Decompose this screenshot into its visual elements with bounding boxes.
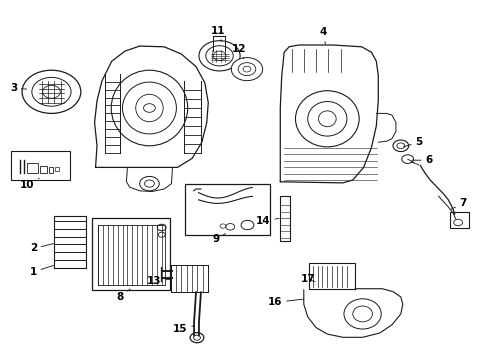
Circle shape <box>199 41 240 71</box>
Bar <box>185 184 270 235</box>
Text: 13: 13 <box>147 276 171 286</box>
Text: 17: 17 <box>300 274 315 284</box>
Bar <box>11 151 70 180</box>
Circle shape <box>231 58 263 81</box>
Text: 14: 14 <box>256 216 279 226</box>
Bar <box>40 166 47 173</box>
Ellipse shape <box>111 70 188 146</box>
Text: 12: 12 <box>232 44 246 59</box>
Ellipse shape <box>344 299 381 329</box>
Text: 7: 7 <box>451 198 467 210</box>
Circle shape <box>22 70 81 113</box>
Text: 6: 6 <box>412 155 432 165</box>
Bar <box>309 263 355 289</box>
Text: 5: 5 <box>403 137 422 147</box>
Text: 16: 16 <box>268 297 303 307</box>
Bar <box>92 218 170 290</box>
Text: 15: 15 <box>173 324 194 334</box>
Bar <box>280 196 290 241</box>
Text: 10: 10 <box>20 178 39 190</box>
Bar <box>55 167 59 171</box>
Text: 4: 4 <box>319 27 327 44</box>
Text: 8: 8 <box>117 289 130 302</box>
Bar <box>450 212 469 228</box>
Text: 2: 2 <box>30 243 53 253</box>
Text: 11: 11 <box>211 26 225 41</box>
Text: 3: 3 <box>10 83 26 93</box>
Text: 9: 9 <box>212 234 225 244</box>
Bar <box>27 163 38 173</box>
Ellipse shape <box>295 91 359 147</box>
Bar <box>49 167 53 173</box>
Text: 1: 1 <box>30 265 54 277</box>
